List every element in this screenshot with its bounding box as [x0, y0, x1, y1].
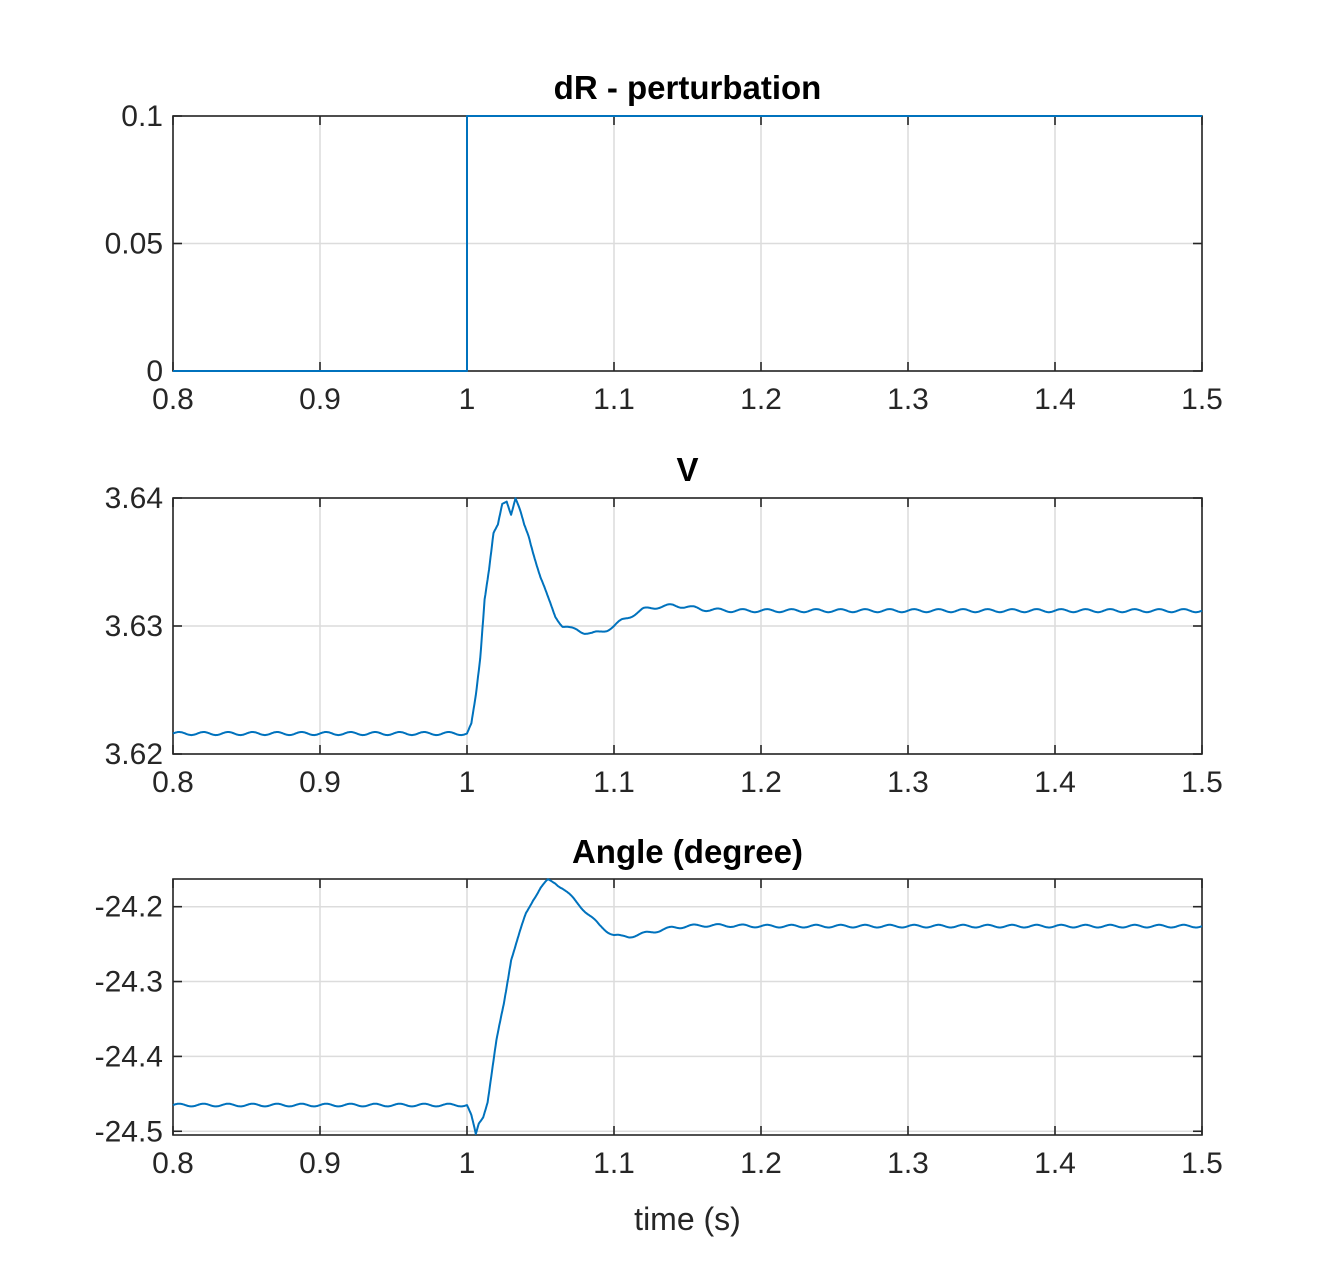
x-tick-label: 0.9 — [299, 766, 341, 799]
x-tick-label: 1 — [459, 766, 476, 799]
tick-labels: 0.8 0.9 1 1.1 1.2 1.3 1.4 1.5 0 0.05 0.1 — [105, 100, 1223, 416]
tick-labels: 0.8 0.9 1 1.1 1.2 1.3 1.4 1.5 3.62 3.63 3.64 — [105, 482, 1223, 799]
x-tick-label: 1.4 — [1034, 766, 1076, 799]
x-tick-label: 1.3 — [887, 1147, 929, 1180]
y-tick-label: 0 — [146, 355, 163, 388]
series-line — [173, 115, 1202, 372]
series-line — [172, 497, 1203, 737]
x-tick-label: 1.1 — [593, 1147, 635, 1180]
subplot-v: 0.8 0.9 1 1.1 1.2 1.3 1.4 1.5 3.62 3.63 3.64 V — [105, 451, 1223, 799]
x-tick-label: 1.5 — [1181, 383, 1223, 416]
axes — [172, 497, 1203, 755]
y-tick-label: -24.2 — [95, 891, 163, 924]
y-tick-label: 0.05 — [105, 228, 163, 261]
series-line — [172, 878, 1203, 1135]
y-tick-label: 3.64 — [105, 482, 163, 515]
x-axis-label: time (s) — [634, 1201, 741, 1237]
x-tick-label: 0.8 — [152, 383, 194, 416]
y-tick-label: -24.4 — [95, 1040, 163, 1073]
subplot-angle: 0.8 0.9 1 1.1 1.2 1.3 1.4 1.5 -24.5 -24.4 -24.3 -24… — [95, 833, 1223, 1237]
axes — [172, 878, 1203, 1136]
y-tick-label: -24.5 — [95, 1115, 163, 1148]
tick-labels: 0.8 0.9 1 1.1 1.2 1.3 1.4 1.5 -24.5 -24.4 -24.3 -24… — [95, 891, 1223, 1180]
x-tick-label: 1 — [459, 1147, 476, 1180]
y-tick-label: 3.62 — [105, 738, 163, 771]
x-tick-label: 1.3 — [887, 766, 929, 799]
x-tick-label: 1.5 — [1181, 766, 1223, 799]
x-tick-label: 1.2 — [740, 766, 782, 799]
x-tick-label: 0.9 — [299, 383, 341, 416]
subplot-title: Angle (degree) — [572, 833, 803, 870]
x-tick-label: 1.2 — [740, 1147, 782, 1180]
x-tick-label: 1.4 — [1034, 1147, 1076, 1180]
subplot-title: V — [676, 451, 698, 488]
x-tick-label: 1.4 — [1034, 383, 1076, 416]
x-tick-label: 0.8 — [152, 766, 194, 799]
x-tick-label: 1.5 — [1181, 1147, 1223, 1180]
y-tick-label: 0.1 — [121, 100, 163, 133]
x-tick-label: 0.8 — [152, 1147, 194, 1180]
x-tick-label: 1.1 — [593, 766, 635, 799]
x-tick-label: 0.9 — [299, 1147, 341, 1180]
x-tick-label: 1.1 — [593, 383, 635, 416]
data-layer — [172, 878, 1203, 1135]
x-tick-label: 1.3 — [887, 383, 929, 416]
y-tick-label: 3.63 — [105, 610, 163, 643]
x-tick-label: 1.2 — [740, 383, 782, 416]
axes-frame — [172, 878, 1203, 1136]
data-layer — [172, 497, 1203, 737]
y-tick-label: -24.3 — [95, 966, 163, 999]
data-layer — [173, 115, 1202, 372]
x-tick-label: 1 — [459, 383, 476, 416]
subplot-dr-perturbation: 0.8 0.9 1 1.1 1.2 1.3 1.4 1.5 0 0.05 0.1 dR - pert… — [105, 69, 1223, 416]
subplot-title: dR - perturbation — [554, 69, 822, 106]
axes-frame — [172, 497, 1203, 755]
